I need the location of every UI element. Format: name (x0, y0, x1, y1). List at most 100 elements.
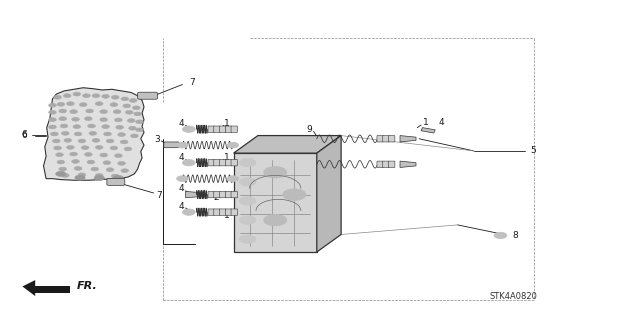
Circle shape (84, 152, 92, 156)
Circle shape (106, 168, 114, 172)
Circle shape (134, 112, 141, 116)
Circle shape (113, 175, 124, 181)
Circle shape (78, 173, 86, 177)
FancyBboxPatch shape (231, 126, 237, 132)
Circle shape (121, 97, 129, 101)
Circle shape (110, 146, 118, 150)
Circle shape (84, 117, 92, 121)
FancyBboxPatch shape (231, 160, 237, 166)
Circle shape (54, 146, 61, 150)
FancyBboxPatch shape (234, 153, 317, 252)
Circle shape (92, 94, 100, 98)
Circle shape (91, 167, 99, 171)
Circle shape (239, 216, 256, 224)
FancyBboxPatch shape (383, 161, 389, 167)
Circle shape (239, 235, 256, 243)
Circle shape (110, 103, 118, 107)
Circle shape (73, 92, 81, 96)
Polygon shape (234, 136, 341, 153)
Circle shape (64, 138, 72, 142)
Circle shape (57, 102, 65, 106)
Circle shape (111, 174, 119, 178)
Circle shape (239, 178, 256, 186)
Polygon shape (400, 136, 416, 142)
Circle shape (100, 118, 108, 122)
Circle shape (118, 133, 125, 137)
Circle shape (239, 197, 256, 205)
FancyBboxPatch shape (388, 136, 395, 142)
Circle shape (227, 176, 239, 182)
Circle shape (115, 154, 122, 158)
Text: 1: 1 (225, 119, 230, 128)
FancyBboxPatch shape (220, 209, 226, 215)
FancyBboxPatch shape (35, 286, 70, 293)
FancyBboxPatch shape (383, 136, 389, 142)
Circle shape (49, 125, 56, 129)
Circle shape (81, 146, 89, 150)
Text: 1: 1 (423, 118, 428, 127)
Circle shape (51, 132, 58, 136)
Circle shape (100, 110, 108, 114)
Circle shape (100, 153, 108, 157)
Circle shape (113, 110, 121, 114)
FancyBboxPatch shape (138, 92, 157, 99)
FancyBboxPatch shape (164, 142, 179, 148)
Circle shape (95, 174, 103, 177)
FancyBboxPatch shape (225, 160, 232, 166)
Circle shape (95, 102, 103, 106)
Circle shape (61, 131, 69, 135)
Circle shape (123, 104, 131, 108)
FancyBboxPatch shape (208, 160, 214, 166)
Circle shape (264, 167, 287, 178)
Circle shape (59, 167, 67, 171)
Text: 6: 6 (22, 131, 27, 140)
Polygon shape (400, 161, 416, 167)
FancyBboxPatch shape (214, 160, 220, 166)
Circle shape (127, 119, 135, 122)
Circle shape (73, 125, 81, 129)
Polygon shape (186, 191, 205, 198)
Circle shape (120, 140, 128, 144)
Circle shape (136, 128, 143, 132)
Text: 9: 9 (307, 152, 312, 161)
Text: 4: 4 (439, 118, 444, 127)
Circle shape (70, 110, 77, 114)
Circle shape (131, 134, 138, 138)
Circle shape (67, 102, 74, 106)
Text: 1: 1 (225, 153, 230, 162)
Circle shape (494, 232, 507, 239)
Text: 2: 2 (214, 193, 219, 202)
Circle shape (129, 126, 136, 130)
Text: 4: 4 (179, 153, 184, 162)
Polygon shape (317, 136, 341, 252)
FancyBboxPatch shape (220, 126, 226, 132)
FancyBboxPatch shape (388, 161, 395, 167)
Text: 1: 1 (225, 211, 230, 220)
Circle shape (70, 152, 77, 156)
Text: 9: 9 (307, 125, 312, 134)
Circle shape (72, 160, 79, 163)
Circle shape (104, 132, 111, 136)
Circle shape (74, 167, 82, 170)
FancyBboxPatch shape (220, 160, 226, 166)
Circle shape (88, 124, 95, 128)
Circle shape (118, 161, 125, 165)
FancyBboxPatch shape (225, 126, 232, 132)
Circle shape (103, 161, 111, 165)
FancyBboxPatch shape (208, 209, 214, 215)
Circle shape (60, 124, 68, 128)
FancyBboxPatch shape (231, 191, 237, 198)
Text: 5: 5 (530, 146, 536, 155)
FancyBboxPatch shape (231, 209, 237, 215)
Circle shape (102, 125, 109, 129)
Circle shape (78, 139, 86, 143)
Circle shape (59, 117, 67, 121)
Circle shape (177, 142, 188, 148)
Circle shape (63, 94, 71, 98)
Circle shape (57, 160, 65, 164)
Text: 4: 4 (179, 202, 184, 211)
Circle shape (49, 103, 56, 107)
Circle shape (83, 94, 90, 98)
FancyBboxPatch shape (225, 209, 232, 215)
Circle shape (182, 160, 195, 166)
